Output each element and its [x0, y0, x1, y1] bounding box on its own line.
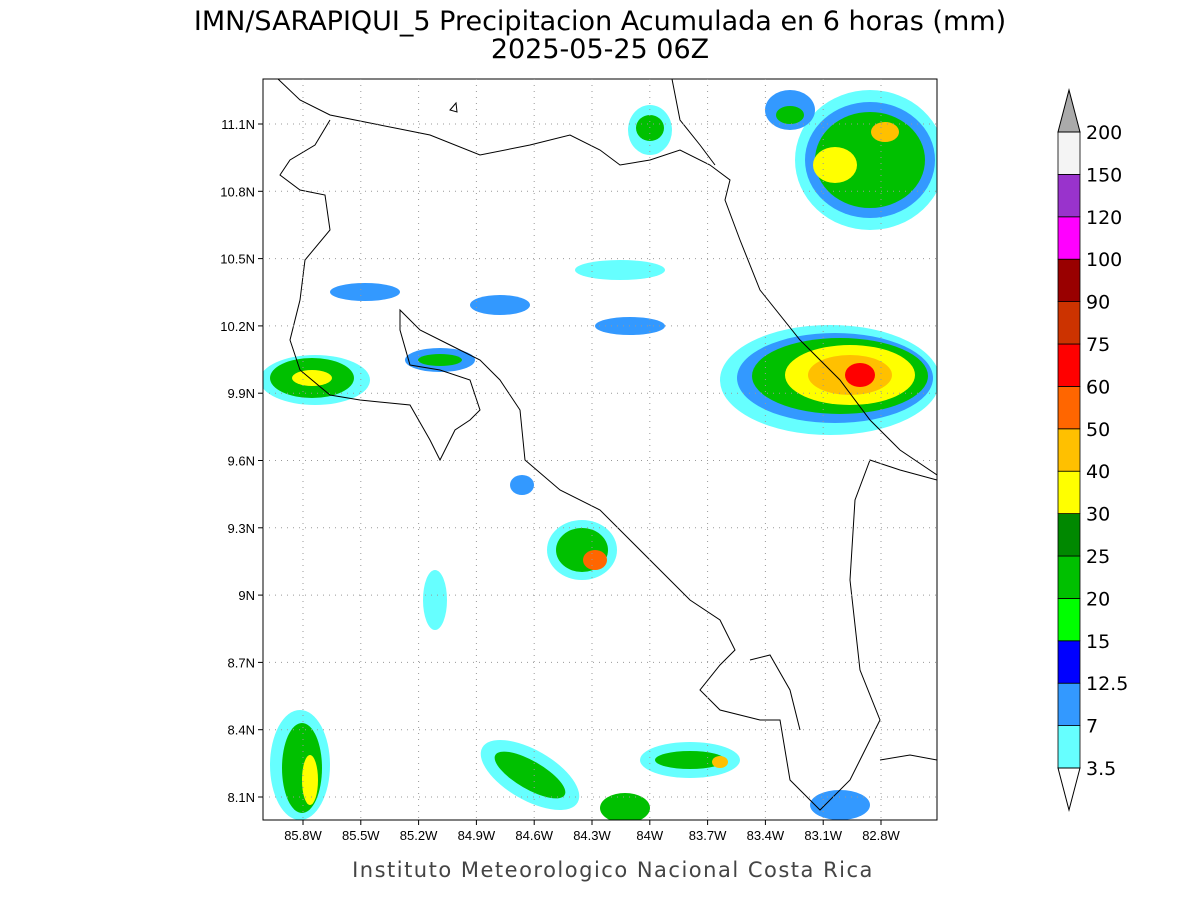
colorbar-band	[1057, 428, 1081, 472]
colorbar-label: 15	[1086, 631, 1110, 653]
colorbar-band	[1057, 725, 1081, 769]
lon-label: 85.5W	[342, 828, 380, 843]
lat-label: 9.6N	[228, 454, 255, 469]
lon-label: 85.2W	[400, 828, 438, 843]
colorbar-label: 90	[1086, 292, 1110, 314]
colorbar-over	[1057, 88, 1081, 133]
map-frame	[262, 78, 938, 821]
lat-label: 10.2N	[220, 319, 255, 334]
lon-label: 83.1W	[804, 828, 842, 843]
colorbar-label: 20	[1086, 588, 1110, 610]
colorbar-band	[1057, 513, 1081, 557]
lon-label: 83.4W	[747, 828, 785, 843]
colorbar-label: 120	[1086, 207, 1122, 229]
colorbar-under	[1057, 767, 1081, 812]
colorbar-label: 7	[1086, 716, 1098, 738]
colorbar-label: 75	[1086, 334, 1110, 356]
colorbar-band	[1057, 258, 1081, 303]
colorbar-band	[1057, 301, 1081, 345]
lat-label: 9.9N	[228, 386, 255, 401]
colorbar-label: 100	[1086, 249, 1122, 271]
colorbar-band	[1057, 343, 1081, 387]
lon-label: 84W	[636, 828, 663, 843]
colorbar-band	[1057, 385, 1081, 430]
colorbar-band	[1057, 131, 1081, 175]
lat-label: 9N	[238, 588, 255, 603]
colorbar-label: 150	[1086, 164, 1122, 186]
coastline	[277, 79, 937, 811]
lat-label: 10.5N	[220, 252, 255, 267]
colorbar-label: 12.5	[1086, 673, 1128, 695]
colorbar-label: 200	[1086, 122, 1122, 144]
colorbar-label: 25	[1086, 546, 1110, 568]
colorbar-band	[1057, 640, 1081, 684]
lon-label: 83.7W	[689, 828, 727, 843]
subtitle: 2025-05-25 06Z	[491, 34, 709, 65]
lon-label: 84.6W	[515, 828, 553, 843]
colorbar-band	[1057, 216, 1081, 260]
colorbar: 3.5 7 12.5 15 20 25 30 40 50 60 75 90 100 120 150 200	[1057, 88, 1128, 812]
colorbar-label: 40	[1086, 461, 1110, 483]
colorbar-label: 30	[1086, 504, 1110, 526]
lat-label: 8.4N	[228, 723, 255, 738]
lat-label: 9.3N	[228, 521, 255, 536]
lon-label: 82.8W	[862, 828, 900, 843]
graticule: 11.1N 10.8N 10.5N 10.2N 9.9N 9.6N 9.3N 9N 8.7N 8.…	[220, 79, 937, 843]
lon-label: 84.3W	[573, 828, 611, 843]
lat-label: 11.1N	[221, 117, 255, 132]
title: IMN/SARAPIQUI_5 Precipitacion Acumulada …	[194, 6, 1006, 37]
colorbar-label: 3.5	[1086, 758, 1116, 780]
footer: Instituto Meteorologico Nacional Costa R…	[352, 858, 874, 882]
colorbar-band	[1057, 470, 1081, 515]
colorbar-band	[1057, 555, 1081, 599]
colorbar-band	[1057, 682, 1081, 727]
lat-label: 8.1N	[228, 790, 255, 805]
colorbar-label: 50	[1086, 419, 1110, 441]
colorbar-label: 60	[1086, 376, 1110, 398]
lon-label: 84.9W	[458, 828, 496, 843]
lat-label: 10.8N	[220, 184, 255, 199]
colorbar-band	[1057, 598, 1081, 642]
lon-label: 85.8W	[284, 828, 322, 843]
lat-label: 8.7N	[228, 655, 255, 670]
precipitation-field	[263, 90, 937, 820]
colorbar-band	[1057, 173, 1081, 218]
